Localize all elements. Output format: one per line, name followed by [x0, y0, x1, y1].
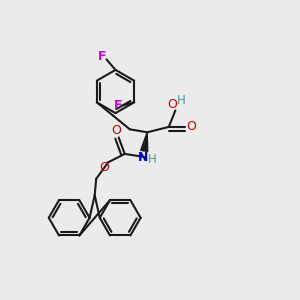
Text: O: O — [186, 120, 196, 134]
Text: H: H — [176, 94, 185, 107]
Text: N: N — [137, 151, 148, 164]
Text: O: O — [99, 161, 109, 174]
Polygon shape — [141, 132, 148, 152]
Text: O: O — [167, 98, 177, 111]
Text: F: F — [98, 50, 106, 63]
Text: H: H — [148, 153, 157, 167]
Text: O: O — [111, 124, 121, 137]
Text: F: F — [113, 99, 122, 112]
